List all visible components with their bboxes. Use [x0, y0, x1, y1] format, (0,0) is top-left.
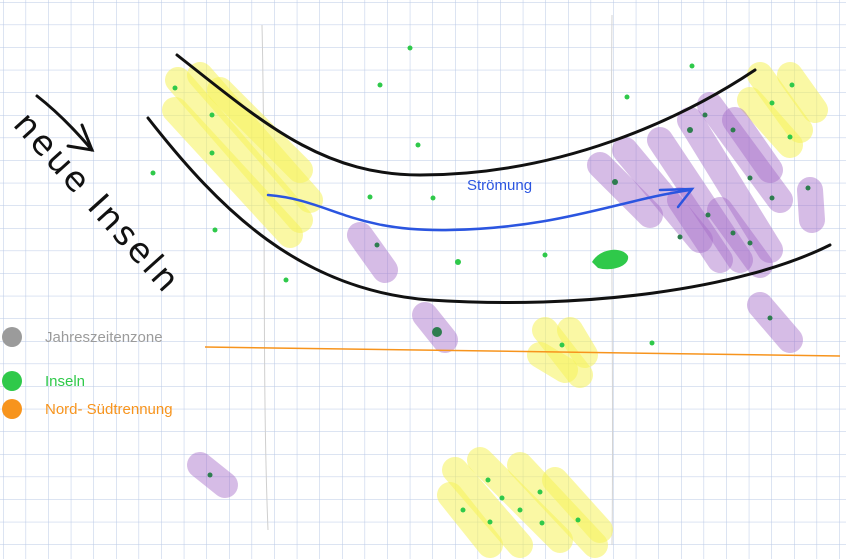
arrow — [35, 94, 95, 152]
legend: Jahreszeitenzone Inseln Nord- Südtrennung — [2, 327, 173, 419]
faint-line — [610, 14, 614, 546]
legend-dot — [2, 399, 22, 419]
legend-label: Nord- Südtrennung — [45, 401, 173, 418]
legend-label: Inseln — [45, 373, 85, 390]
current-banks — [146, 53, 832, 304]
legend-dot — [2, 371, 22, 391]
islands — [150, 45, 795, 526]
north-south-divide — [204, 346, 841, 357]
season-zones — [162, 62, 828, 558]
current-arrow — [266, 187, 695, 232]
current-label: Strömung — [467, 177, 532, 194]
legend-dot — [2, 327, 22, 347]
legend-label: Jahreszeitenzone — [45, 329, 163, 346]
faint-line — [261, 24, 269, 531]
island-zones — [187, 92, 825, 498]
island-markers — [207, 112, 811, 478]
